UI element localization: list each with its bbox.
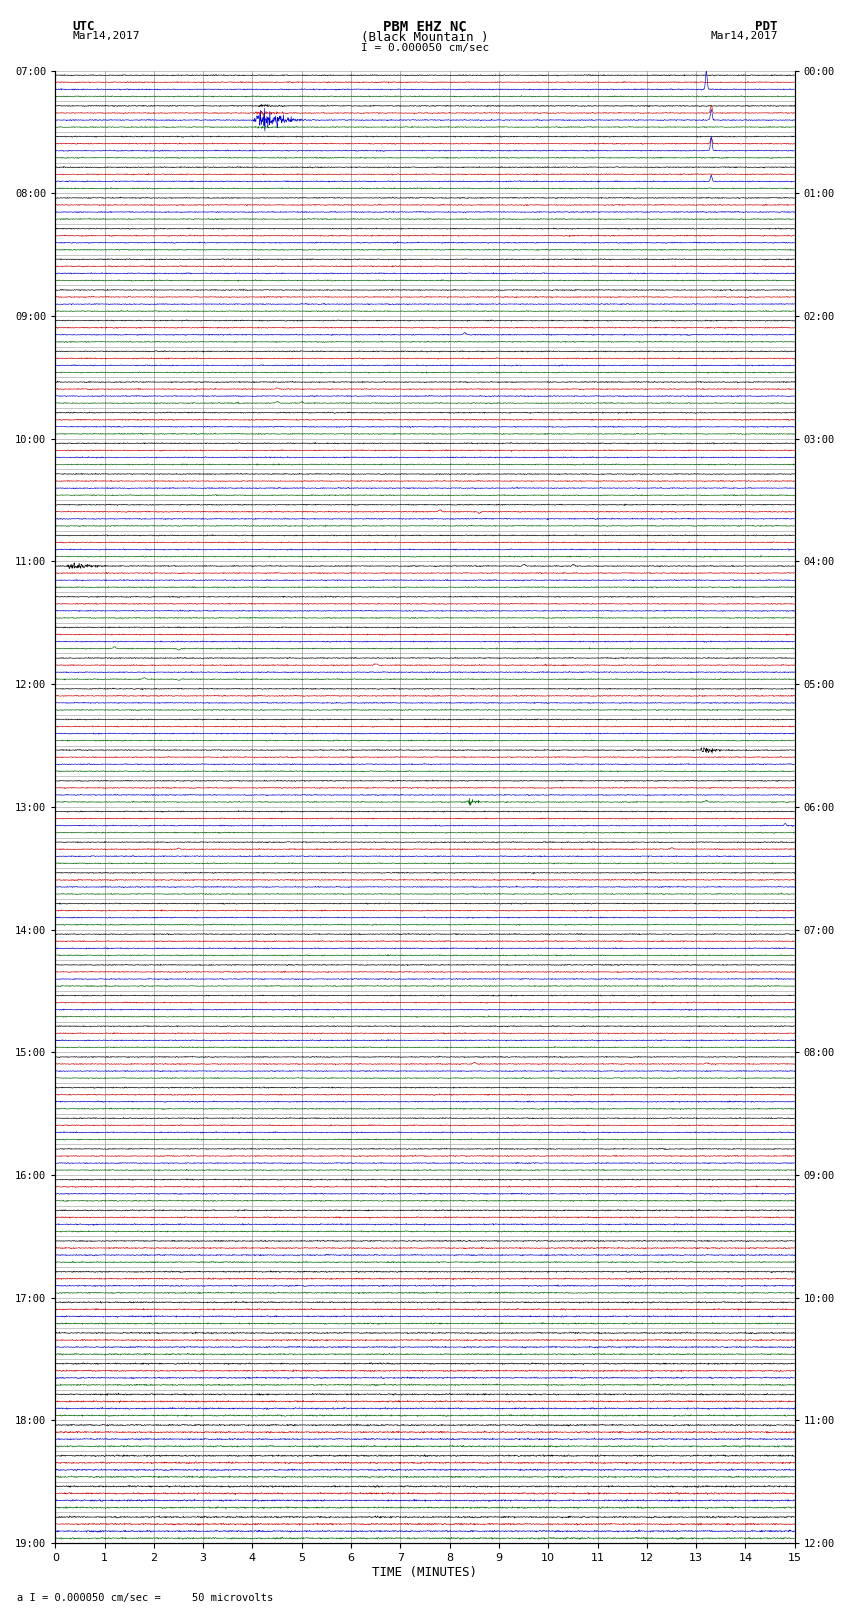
Text: Mar14,2017: Mar14,2017 [72, 31, 139, 42]
Text: I = 0.000050 cm/sec: I = 0.000050 cm/sec [361, 44, 489, 53]
Text: a I = 0.000050 cm/sec =     50 microvolts: a I = 0.000050 cm/sec = 50 microvolts [17, 1594, 273, 1603]
Text: PDT: PDT [756, 19, 778, 34]
X-axis label: TIME (MINUTES): TIME (MINUTES) [372, 1566, 478, 1579]
Text: UTC: UTC [72, 19, 94, 34]
Text: PBM EHZ NC: PBM EHZ NC [383, 19, 467, 34]
Text: Mar14,2017: Mar14,2017 [711, 31, 778, 42]
Text: (Black Mountain ): (Black Mountain ) [361, 31, 489, 45]
